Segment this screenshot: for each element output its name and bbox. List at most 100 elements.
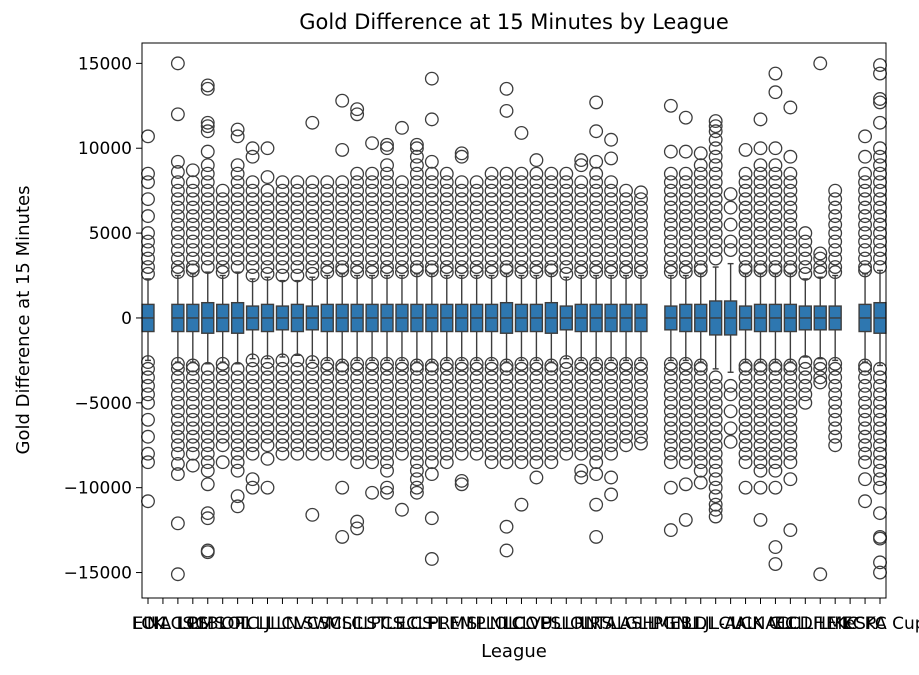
outlier-point xyxy=(230,361,245,376)
outlier-point xyxy=(469,260,484,274)
outlier-point xyxy=(141,209,155,224)
outlier-point xyxy=(678,265,693,280)
outlier-point xyxy=(245,395,260,410)
outlier-point xyxy=(753,158,768,173)
outlier-point xyxy=(768,429,783,444)
outlier-point xyxy=(245,421,260,436)
outlier-point xyxy=(395,192,409,207)
outlier-point xyxy=(828,234,843,249)
outlier-point xyxy=(858,494,873,509)
box-47 xyxy=(828,183,843,453)
outlier-point xyxy=(305,378,320,393)
outlier-point xyxy=(873,95,887,110)
outlier-point xyxy=(170,387,185,402)
outlier-point xyxy=(185,243,200,258)
outlier-point xyxy=(858,358,873,373)
outlier-point xyxy=(514,260,529,274)
outlier-point xyxy=(708,472,723,487)
outlier-point xyxy=(693,260,708,274)
outlier-point xyxy=(141,429,155,444)
outlier-point xyxy=(230,234,245,249)
box-14 xyxy=(335,93,350,544)
outlier-point xyxy=(260,404,275,419)
outlier-point xyxy=(798,395,813,410)
outlier-point xyxy=(409,472,424,487)
outlier-point xyxy=(395,378,409,393)
outlier-point xyxy=(634,192,648,207)
outlier-point xyxy=(708,158,723,173)
outlier-point xyxy=(663,183,678,198)
outlier-point xyxy=(185,429,200,444)
outlier-point xyxy=(320,217,335,232)
outlier-point xyxy=(559,200,574,215)
outlier-point xyxy=(604,251,619,266)
outlier-point xyxy=(320,421,335,436)
outlier-point xyxy=(439,251,454,266)
outlier-point xyxy=(559,361,574,376)
outlier-point xyxy=(589,455,604,470)
outlier-point xyxy=(380,137,394,152)
x-tick-label: UL xyxy=(540,614,562,634)
outlier-point xyxy=(409,387,424,402)
outlier-point xyxy=(335,142,350,157)
outlier-point xyxy=(350,209,365,224)
outlier-point xyxy=(290,370,305,385)
outlier-point xyxy=(454,234,469,249)
outlier-point xyxy=(768,166,783,181)
outlier-point xyxy=(768,446,783,461)
outlier-point xyxy=(275,209,290,224)
outlier-point xyxy=(708,166,723,181)
outlier-point xyxy=(275,421,290,436)
outlier-point xyxy=(170,404,185,419)
outlier-point xyxy=(783,149,798,164)
outlier-point xyxy=(544,412,559,427)
outlier-point xyxy=(634,185,648,200)
outlier-point xyxy=(574,356,589,371)
outlier-point xyxy=(693,209,708,224)
outlier-point xyxy=(454,387,469,402)
outlier-point xyxy=(529,455,544,470)
outlier-point xyxy=(215,192,230,207)
outlier-point xyxy=(544,183,559,198)
outlier-point xyxy=(753,387,768,402)
outlier-point xyxy=(409,421,424,436)
outlier-point xyxy=(768,387,783,402)
outlier-point xyxy=(200,251,215,266)
outlier-point xyxy=(858,226,873,241)
outlier-point xyxy=(454,209,469,224)
box-36 xyxy=(663,98,678,538)
outlier-point xyxy=(559,395,574,410)
outlier-point xyxy=(290,438,305,453)
outlier-point xyxy=(185,404,200,419)
box-9 xyxy=(260,141,275,495)
outlier-point xyxy=(469,395,484,410)
outlier-point xyxy=(768,192,783,207)
outlier-point xyxy=(768,183,783,198)
x-tick-label: LLN xyxy=(267,614,299,634)
outlier-point xyxy=(215,438,230,453)
outlier-point xyxy=(768,395,783,410)
outlier-point xyxy=(514,395,529,410)
box-4 xyxy=(185,163,200,473)
outlier-point xyxy=(200,387,215,402)
y-axis-label: Gold Difference at 15 Minutes xyxy=(13,186,34,455)
outlier-point xyxy=(320,260,335,274)
outlier-point xyxy=(365,455,380,470)
outlier-point xyxy=(604,421,619,436)
outlier-point xyxy=(305,175,320,190)
outlier-point xyxy=(783,183,798,198)
outlier-point xyxy=(380,361,394,376)
outlier-point xyxy=(663,455,678,470)
outlier-point xyxy=(738,429,753,444)
outlier-point xyxy=(589,183,604,198)
outlier-point xyxy=(469,226,484,241)
outlier-point xyxy=(170,154,185,169)
outlier-point xyxy=(828,251,843,266)
outlier-point xyxy=(290,378,305,393)
outlier-point xyxy=(350,446,365,461)
x-tick-label: GLL xyxy=(625,614,658,634)
outlier-point xyxy=(499,243,514,258)
outlier-point xyxy=(499,361,514,376)
outlier-point xyxy=(708,175,723,190)
boxes-group xyxy=(141,56,887,582)
